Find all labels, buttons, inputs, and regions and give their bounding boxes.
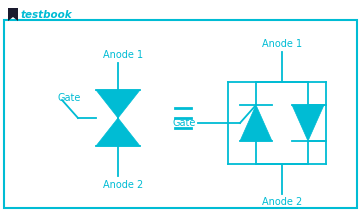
Text: Gate: Gate [173,118,196,128]
Text: Anode 1: Anode 1 [262,39,302,49]
Text: Anode 1: Anode 1 [103,50,143,60]
Polygon shape [96,90,140,118]
Polygon shape [96,118,140,146]
Bar [4,20,357,208]
Polygon shape [8,8,18,21]
Text: testbook: testbook [21,10,73,20]
Text: Anode 2: Anode 2 [262,197,302,207]
Text: Gate: Gate [58,93,81,103]
Text: Anode 2: Anode 2 [103,180,143,190]
Polygon shape [240,105,272,141]
Polygon shape [292,105,324,141]
